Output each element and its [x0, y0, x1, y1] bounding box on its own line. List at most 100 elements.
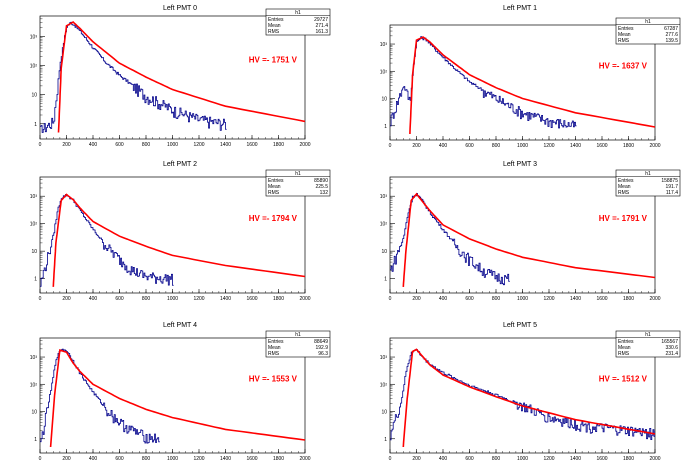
stats-label: Mean [618, 32, 631, 38]
x-tick-label: 1200 [193, 456, 204, 462]
stats-label: Entries [618, 26, 634, 32]
stats-box-frame [265, 8, 331, 36]
x-tick-label: 200 [62, 142, 71, 148]
stats-label: Mean [268, 184, 281, 190]
stats-header: h1 [295, 171, 301, 177]
x-tick-label: 600 [115, 142, 124, 148]
x-tick-label: 1400 [570, 296, 581, 302]
stats-header: h1 [645, 19, 651, 25]
y-tick-label: 10² [380, 382, 388, 388]
x-tick-label: 2000 [649, 456, 660, 462]
x-tick-label: 2000 [299, 142, 310, 148]
y-tick-label: 10³ [30, 34, 38, 40]
x-tick-label: 1000 [167, 456, 178, 462]
stats-box-frame [615, 330, 681, 358]
x-tick-label: 400 [439, 296, 448, 302]
x-tick-label: 1200 [193, 142, 204, 148]
plot-frame [39, 15, 306, 140]
x-tick-label: 1800 [273, 456, 284, 462]
x-tick-label: 1200 [543, 143, 554, 149]
stats-label: RMS [268, 190, 280, 196]
stats-header: h1 [295, 10, 301, 16]
panel-3: Left PMT 3 0 200 400 600 800 1000 1200 1400 1600 1… [380, 161, 681, 302]
stats-value: 139.5 [665, 38, 678, 44]
x-tick-label: 200 [412, 143, 421, 149]
panel-title: Left PMT 5 [503, 322, 537, 329]
x-tick-label: 400 [89, 142, 98, 148]
y-tick-label: 1 [384, 277, 387, 283]
hv-label: HV =- 1512 V [599, 375, 648, 384]
x-tick-label: 1600 [246, 296, 257, 302]
panel-2: Left PMT 2 0 200 400 600 800 1000 1200 1400 1600 1… [30, 161, 331, 302]
stats-value: 132 [320, 190, 329, 196]
stats-label: Entries [618, 178, 634, 184]
stats-value: 191.7 [665, 184, 678, 190]
stats-box: h1 Entries 165567 Mean 330.6 RMS 231.4 [615, 330, 681, 358]
stats-box-frame [615, 169, 681, 197]
stats-label: RMS [618, 351, 630, 357]
x-tick-label: 1800 [623, 143, 634, 149]
stats-value: 277.6 [665, 32, 678, 38]
stats-value: 231.4 [665, 351, 678, 357]
stats-box-frame [615, 17, 681, 45]
x-tick-label: 1400 [570, 143, 581, 149]
plot-frame [39, 337, 306, 454]
stats-box-frame [265, 330, 331, 358]
x-tick-label: 1600 [596, 296, 607, 302]
y-tick-label: 1 [384, 124, 387, 130]
stats-value: 161.3 [315, 29, 328, 35]
stats-value: 117.4 [666, 190, 678, 196]
x-tick-label: 600 [465, 296, 474, 302]
x-tick-label: 1600 [596, 143, 607, 149]
fit-curve [409, 36, 655, 135]
x-tick-label: 200 [62, 456, 71, 462]
stats-label: Mean [618, 184, 631, 190]
panel-0: Left PMT 0 0 200 400 600 800 1000 1200 1400 1600 1… [30, 5, 331, 148]
stats-header: h1 [645, 171, 651, 177]
x-tick-label: 400 [439, 456, 448, 462]
stats-box: h1 Entries 29727 Mean 271.4 RMS 161.3 [265, 8, 331, 36]
stats-value: 29727 [314, 17, 328, 23]
x-tick-label: 0 [39, 456, 42, 462]
x-tick-label: 1600 [246, 456, 257, 462]
x-tick-label: 0 [389, 456, 392, 462]
x-tick-label: 600 [465, 143, 474, 149]
x-tick-label: 2000 [299, 296, 310, 302]
x-tick-label: 1800 [623, 296, 634, 302]
y-tick-label: 10 [31, 249, 37, 255]
x-tick-label: 800 [492, 456, 501, 462]
x-tick-label: 400 [439, 143, 448, 149]
stats-label: Entries [268, 17, 284, 23]
y-tick-label: 1 [384, 437, 387, 443]
stats-box: h1 Entries 67287 Mean 277.6 RMS 139.5 [615, 17, 681, 45]
y-tick-label: 10³ [380, 355, 388, 361]
x-tick-label: 1400 [570, 456, 581, 462]
stats-box: h1 Entries 88649 Mean 192.9 RMS 96.3 [265, 330, 331, 358]
y-tick-label: 10² [380, 222, 388, 228]
y-tick-label: 10 [31, 410, 37, 416]
fit-curve [402, 192, 655, 287]
stats-value: 67287 [664, 26, 678, 32]
stats-value: 165567 [661, 339, 678, 345]
hv-label: HV =- 1637 V [599, 62, 648, 71]
x-tick-label: 0 [389, 296, 392, 302]
stats-header: h1 [295, 332, 301, 338]
panel-title: Left PMT 2 [163, 161, 197, 168]
panel-4: Left PMT 4 0 200 400 600 800 1000 1200 1400 1600 1… [30, 322, 331, 462]
y-tick-label: 10² [30, 382, 38, 388]
x-tick-label: 2000 [299, 456, 310, 462]
y-tick-label: 1 [34, 437, 37, 443]
hv-label: HV =- 1553 V [249, 375, 298, 384]
x-tick-label: 2000 [649, 296, 660, 302]
histogram-series [390, 36, 577, 129]
x-tick-label: 1600 [596, 456, 607, 462]
panel-5: Left PMT 5 0 200 400 600 800 1000 1200 1400 1600 1… [380, 322, 681, 462]
fit-curve [402, 348, 655, 448]
x-tick-label: 600 [465, 456, 474, 462]
histogram-series [40, 21, 227, 133]
x-tick-label: 2000 [649, 143, 660, 149]
x-tick-label: 400 [89, 456, 98, 462]
stats-box: h1 Entries 158875 Mean 191.7 RMS 117.4 [615, 169, 681, 197]
x-tick-label: 600 [115, 296, 124, 302]
